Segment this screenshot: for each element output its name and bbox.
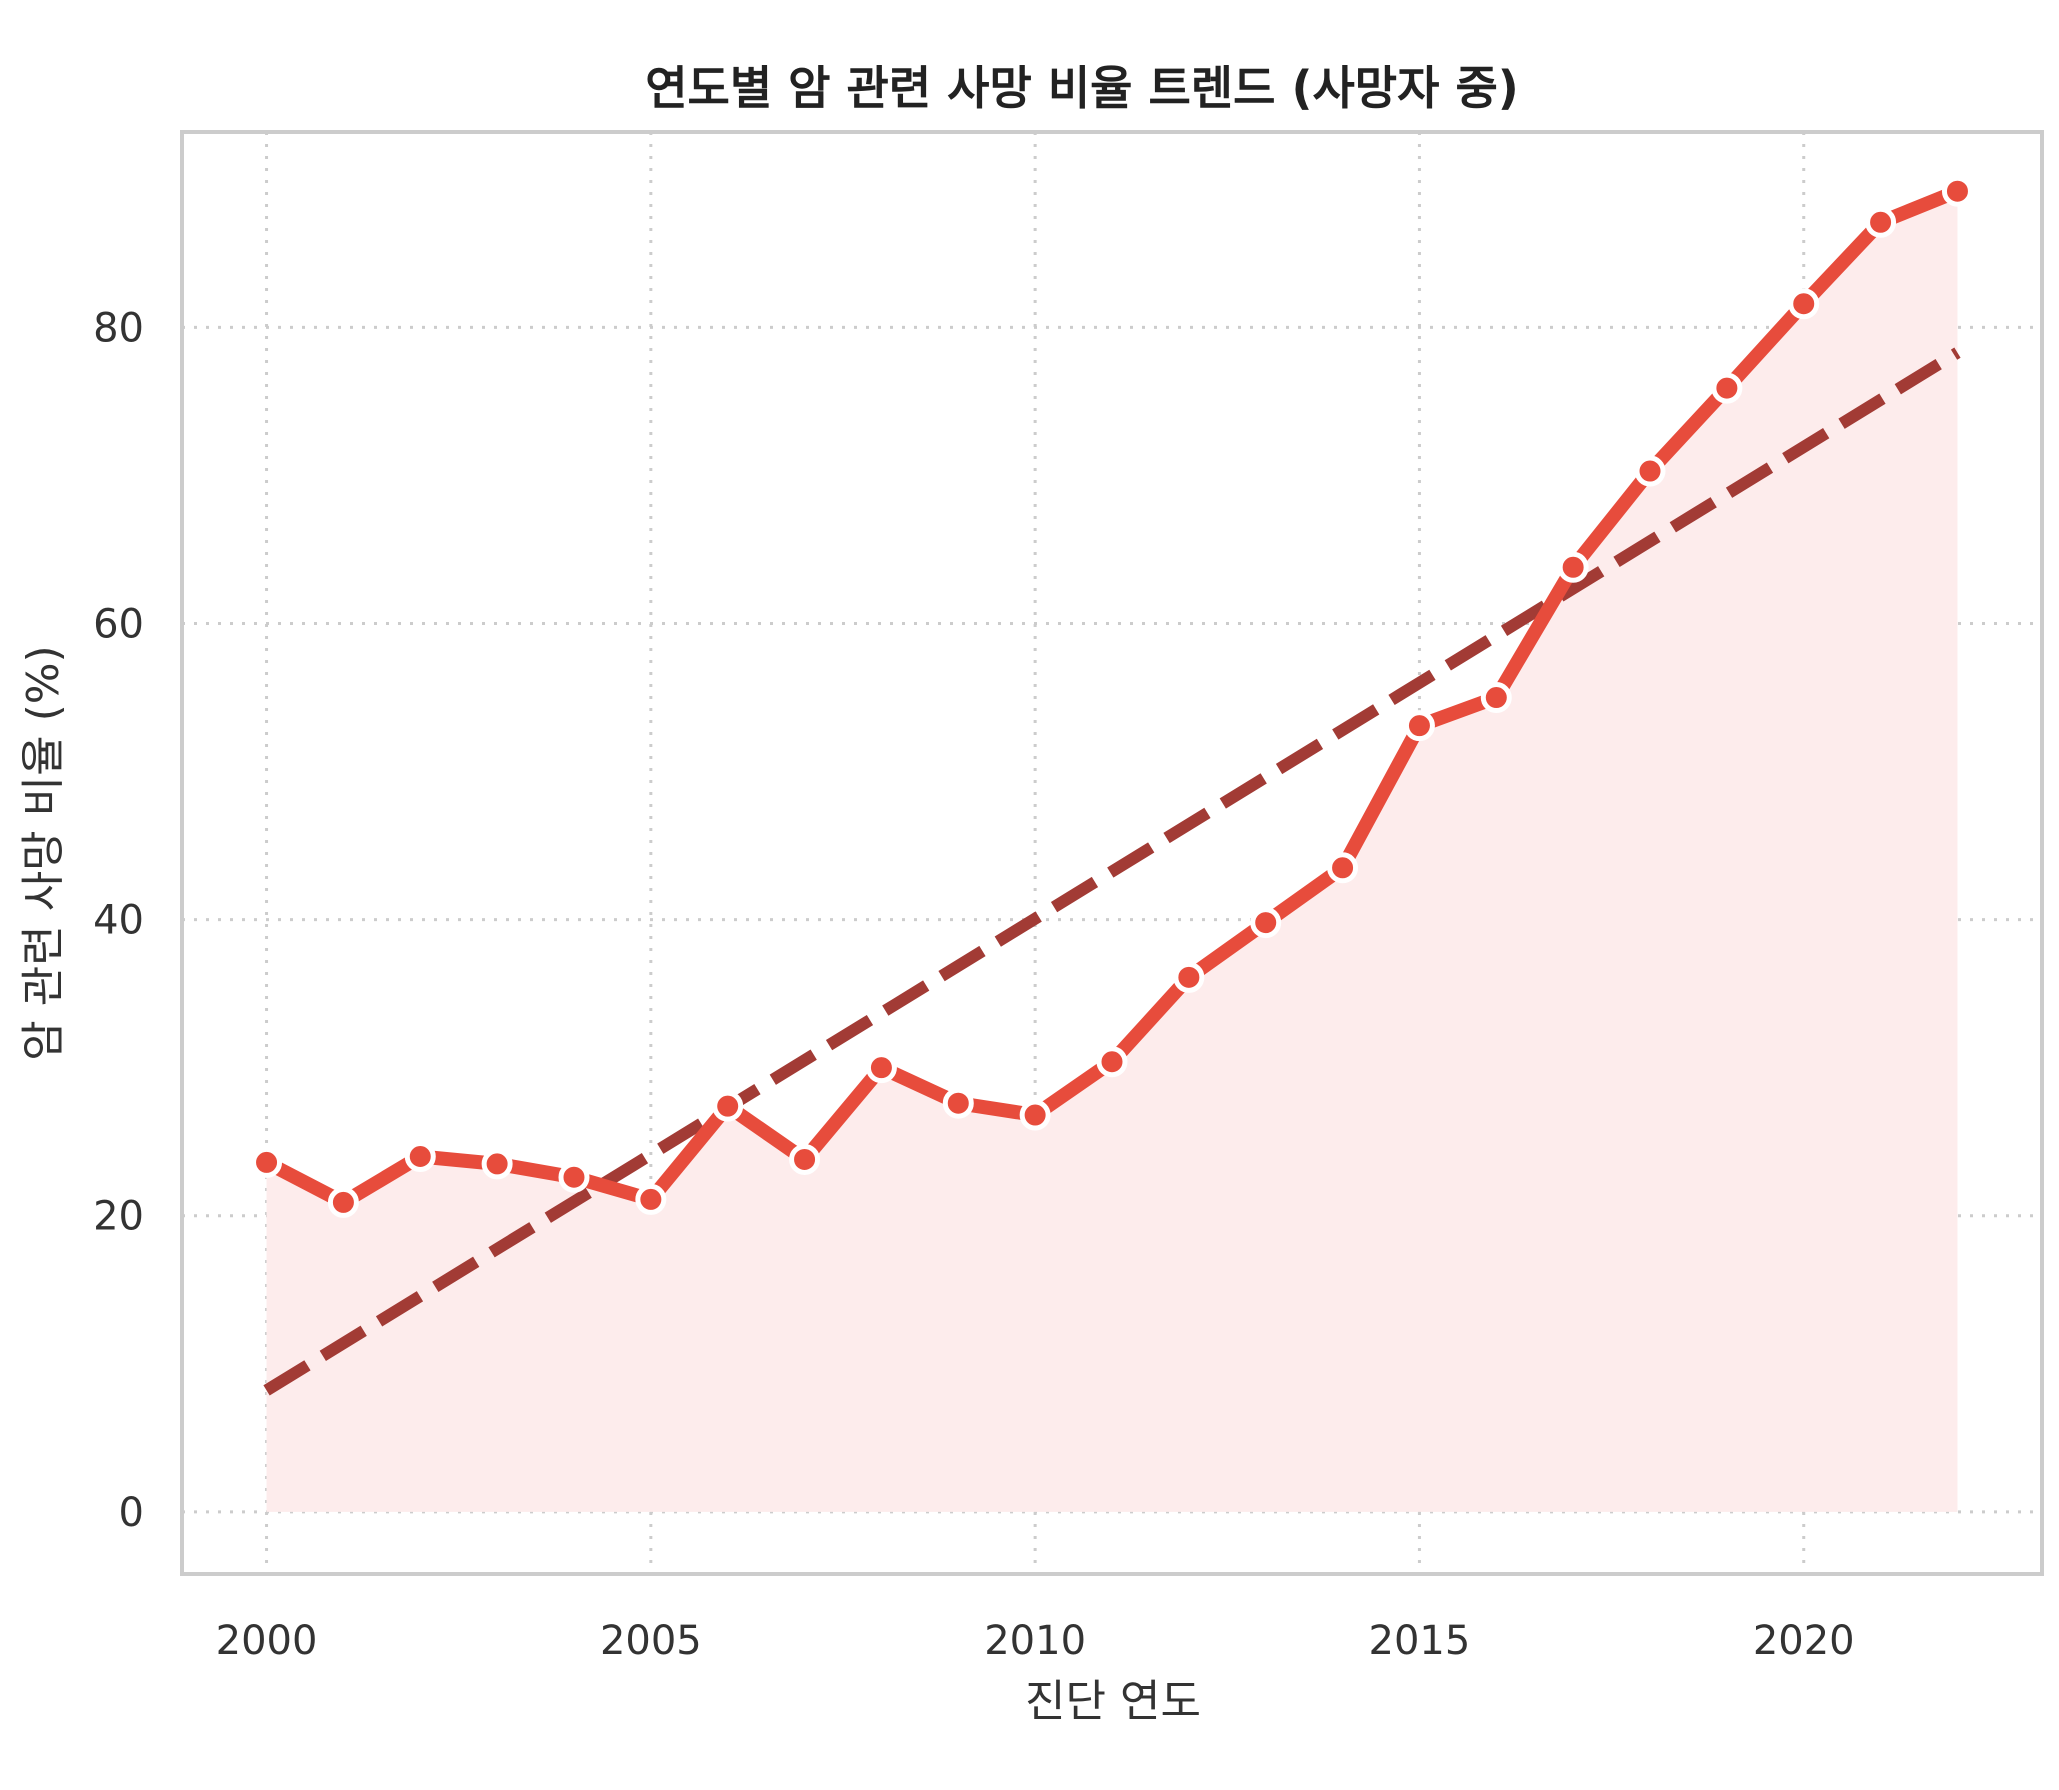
x-tick-label: 2015 xyxy=(1369,1618,1471,1664)
data-point xyxy=(712,1090,744,1122)
trend-line xyxy=(263,347,1961,1396)
data-point xyxy=(635,1183,667,1215)
data-point xyxy=(1019,1099,1051,1131)
data-point xyxy=(1173,961,1205,993)
y-tick-label: 60 xyxy=(93,602,144,648)
x-axis-label: 진단 연도 xyxy=(1025,1676,1201,1727)
data-point xyxy=(1941,175,1973,207)
data-point xyxy=(558,1161,590,1193)
data-point xyxy=(1865,206,1897,238)
x-tick-label: 2005 xyxy=(600,1618,702,1664)
chart-title: 연도별 암 관련 사망 비율 트렌드 (사망자 중) xyxy=(645,61,1519,115)
x-tick-label: 2010 xyxy=(984,1618,1086,1664)
data-point xyxy=(404,1141,436,1173)
data-point xyxy=(1634,455,1666,487)
y-axis-label: 암 관련 사망 비율 (%) xyxy=(18,645,69,1060)
data-point xyxy=(1711,372,1743,404)
data-point xyxy=(789,1143,821,1175)
data-point xyxy=(942,1087,974,1119)
x-tick-label: 2000 xyxy=(216,1618,318,1664)
data-point xyxy=(1327,852,1359,884)
y-tick-label: 0 xyxy=(119,1490,144,1536)
x-tick-label: 2020 xyxy=(1753,1618,1855,1664)
data-point xyxy=(1788,288,1820,320)
y-tick-label: 80 xyxy=(93,305,144,351)
y-tick-label: 20 xyxy=(93,1194,144,1240)
data-point xyxy=(481,1148,513,1180)
y-tick-label: 40 xyxy=(93,898,144,944)
data-point xyxy=(865,1052,897,1084)
data-point xyxy=(1250,907,1282,939)
x-tick-labels: 2000 2005 2010 2015 2020 xyxy=(216,1618,1855,1664)
data-point xyxy=(251,1146,283,1178)
plot-frame xyxy=(180,130,2044,1576)
y-tick-labels: 0 20 40 60 80 xyxy=(93,305,144,1535)
data-point xyxy=(1557,551,1589,583)
trend-line-layer xyxy=(263,347,1961,1396)
data-point xyxy=(1480,682,1512,714)
area-fill-layer xyxy=(266,191,1958,1512)
data-points xyxy=(251,175,1973,1218)
data-point xyxy=(1403,710,1435,742)
data-point xyxy=(1096,1046,1128,1078)
data-point xyxy=(327,1186,359,1218)
area-fill xyxy=(266,191,1958,1512)
